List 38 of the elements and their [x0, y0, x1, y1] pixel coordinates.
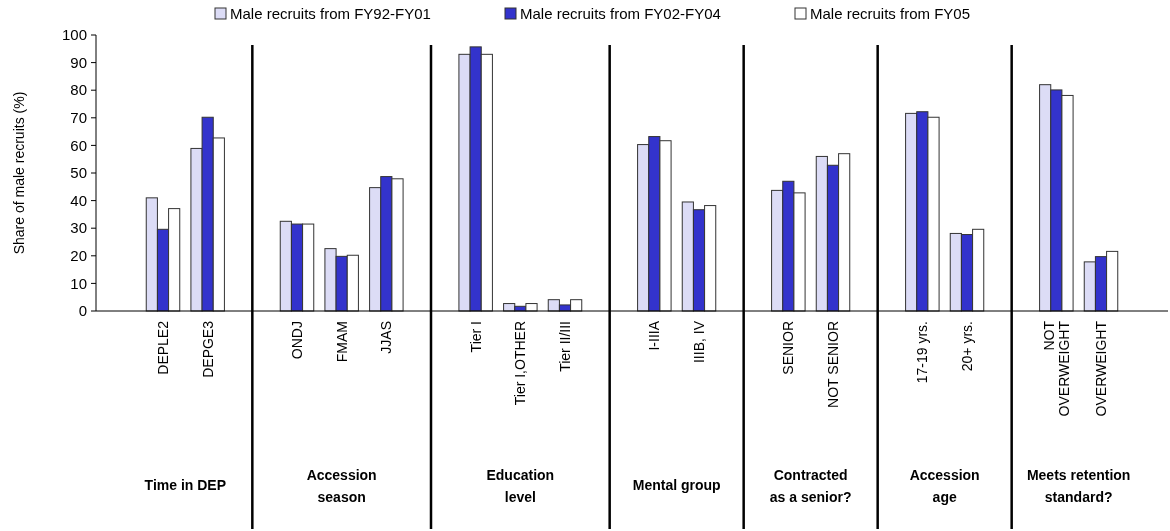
- text: Mental group: [632, 477, 721, 493]
- text: Accession age: [909, 467, 980, 506]
- y-tick-label: 80: [70, 81, 87, 99]
- x-tick-label: FMAM: [333, 321, 350, 363]
- x-tick-label: NOT SENIOR: [824, 321, 841, 408]
- y-tick-label: 30: [70, 219, 87, 237]
- x-tick-label: I-IIIA: [646, 320, 663, 351]
- y-tick-label: 70: [70, 109, 87, 127]
- text: Contracted as a senior?: [769, 467, 852, 506]
- legend-label: Male recruits from FY02-FY04: [520, 5, 721, 23]
- x-tick-label: 17-19 yrs.: [914, 321, 931, 384]
- x-tick-label: OVERWEIGHT: [1092, 320, 1109, 417]
- text: Meets retention standard?: [1026, 467, 1131, 506]
- x-tick-label: Tier I,OTHER: [512, 321, 529, 406]
- legend-label: Male recruits from FY92-FY01: [230, 5, 431, 23]
- x-tick-label: DEPGE3: [199, 320, 216, 378]
- x-tick-label: 20+ yrs.: [958, 321, 975, 372]
- x-tick-label: Tier II/III: [556, 321, 573, 372]
- y-tick-label: 10: [70, 274, 87, 292]
- text: Accession season: [306, 467, 377, 506]
- x-tick-label: NOT OVERWEIGHT: [1040, 320, 1072, 417]
- y-tick-label: 90: [70, 53, 87, 71]
- text: Education level: [486, 467, 555, 506]
- y-tick-label: 40: [70, 191, 87, 209]
- x-tick-label: DEPLE2: [154, 320, 171, 375]
- y-tick-label: 20: [70, 247, 87, 265]
- y-tick-label: 60: [70, 136, 87, 154]
- legend-label: Male recruits from FY05: [810, 5, 971, 23]
- x-tick-label: ONDJ: [288, 321, 305, 360]
- y-tick-label: 100: [61, 26, 87, 44]
- y-tick-label: 0: [78, 302, 87, 320]
- y-axis-title: Share of male recruits (%): [11, 91, 27, 255]
- x-tick-label: SENIOR: [780, 321, 797, 375]
- text: Time in DEP: [144, 477, 227, 493]
- x-tick-label: Tier I: [467, 321, 484, 353]
- x-tick-label: JJAS: [378, 321, 395, 354]
- x-tick-label: IIIB, IV: [690, 320, 707, 364]
- y-tick-label: 50: [70, 164, 87, 182]
